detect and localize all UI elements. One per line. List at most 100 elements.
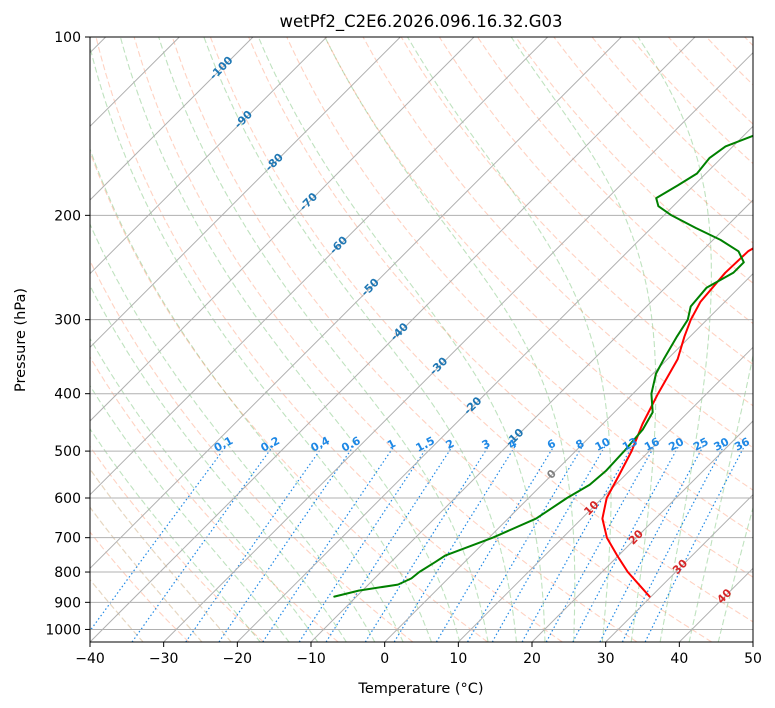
mixing-ratio-label: 13 (620, 435, 640, 454)
y-axis-ticks: 100 200 300 400 500 600 700 800 900 1000 (45, 30, 90, 638)
moist-adiabat-line (90, 337, 319, 642)
dry-adiabat-line (400, 37, 753, 407)
moist-adiabat-line (90, 147, 404, 642)
moist-adiabat-line (90, 222, 376, 642)
mixing-ratio-label: 10 (593, 435, 613, 454)
isotherm-line (90, 37, 475, 422)
x-tick-label: −20 (223, 651, 253, 667)
mixing-ratio-line (545, 445, 656, 642)
y-tick-label: 600 (54, 491, 81, 507)
isotherm-lines (90, 37, 753, 642)
isotherm-line (90, 37, 622, 570)
mixing-ratio-label: 30 (712, 435, 732, 454)
dry-adiabats (90, 37, 753, 642)
mixing-ratio-label: 20 (666, 435, 686, 454)
y-tick-label: 200 (54, 208, 81, 224)
dewpoint-profile-line (333, 134, 753, 598)
mixing-ratio-label: 16 (642, 435, 662, 454)
plot-frame (89, 36, 754, 643)
y-axis-title: Pressure (hPa) (13, 288, 29, 392)
moist-adiabat-line (90, 578, 144, 642)
mixing-ratio-line (644, 445, 746, 642)
moist-adiabat-line (90, 384, 290, 642)
mixing-ratio-line (218, 445, 355, 642)
moist-adiabat-line (90, 44, 432, 642)
mixing-ratio-line (364, 445, 490, 642)
moist-adiabat-line (637, 37, 712, 642)
isotherm-line (457, 346, 753, 642)
temperature-profile-line (601, 247, 753, 598)
x-tick-label: 40 (670, 651, 688, 667)
mixing-ratio-label: 36 (732, 435, 752, 454)
moist-adiabat-line (324, 37, 576, 642)
x-tick-label: 10 (449, 651, 467, 667)
dry-adiabat-line (362, 37, 753, 449)
x-tick-label: 50 (744, 651, 762, 667)
dry-adiabat-line (90, 259, 414, 642)
x-axis-ticks: −40 −30 −20 −10 0 10 20 30 40 50 (75, 642, 762, 667)
isotherm-line (310, 199, 753, 642)
plot-area: -100-90-80-70-60-50-40-30-20-10010203040… (90, 37, 753, 642)
mixing-ratio-line (521, 445, 634, 642)
moist-adiabat-line (90, 284, 347, 642)
isotherm-line (163, 51, 753, 642)
mixing-ratio-lines (90, 445, 746, 642)
y-tick-label: 1000 (45, 622, 81, 638)
moist-adiabat-line (407, 37, 612, 642)
isotherm-line (605, 493, 753, 642)
chart-title: wetPf2_C2E6.2026.096.16.32.G03 (279, 12, 562, 32)
dry-adiabat-line (286, 37, 753, 534)
dry-adiabat-line (90, 355, 339, 642)
mixing-ratio-line (393, 445, 516, 642)
moist-adiabat-line (90, 427, 261, 642)
y-tick-label: 500 (54, 444, 81, 460)
x-tick-label: 0 (380, 651, 389, 667)
isotherm-line (236, 125, 753, 642)
isotherm-line (90, 37, 328, 275)
moist-adiabat-line (510, 37, 657, 642)
y-tick-label: 700 (54, 531, 81, 547)
x-tick-label: −30 (149, 651, 179, 667)
x-axis-title: Temperature (°C) (357, 681, 483, 697)
moist-adiabat-line (203, 37, 518, 642)
mixing-ratio-line (185, 445, 324, 642)
dry-adiabat-line (438, 37, 753, 366)
moist-adiabat-line (119, 37, 461, 642)
y-tick-label: 300 (54, 313, 81, 329)
isotherm-line (90, 37, 401, 349)
y-tick-label: 400 (54, 387, 81, 403)
mixing-ratio-line (435, 445, 555, 642)
plot-background (90, 37, 753, 642)
dry-adiabat-line (133, 37, 638, 642)
dry-adiabat-line (209, 37, 753, 623)
dry-adiabat-line (95, 37, 563, 642)
moist-adiabat-line (90, 468, 232, 642)
isotherm-line (90, 37, 549, 496)
x-tick-label: 20 (523, 651, 541, 667)
y-tick-label: 800 (54, 565, 81, 581)
mixing-ratio-line (325, 445, 454, 642)
x-tick-label: −10 (296, 651, 326, 667)
profile-series (333, 134, 753, 598)
mixing-ratio-line (466, 445, 584, 642)
mixing-ratio-line (131, 445, 274, 642)
isotherm-line (531, 420, 753, 642)
dry-adiabat-line (90, 531, 190, 642)
x-tick-label: 30 (597, 651, 615, 667)
mixing-ratio-line (262, 445, 395, 642)
y-tick-label: 100 (54, 30, 81, 46)
mixing-ratio-line (621, 445, 725, 642)
y-tick-label: 900 (54, 595, 81, 611)
moist-adiabat-line (90, 506, 203, 642)
moist-adiabat-line (257, 37, 546, 642)
dry-adiabat-line (324, 37, 753, 491)
moist-adiabat-line (158, 37, 489, 642)
dry-adiabat-line (248, 37, 753, 578)
isotherm-line (90, 37, 254, 201)
x-tick-label: −40 (75, 651, 105, 667)
grid-lines (90, 37, 753, 630)
isotherm-line (90, 37, 696, 642)
moist-adiabats (90, 37, 753, 642)
mixing-ratio-line (298, 445, 429, 642)
